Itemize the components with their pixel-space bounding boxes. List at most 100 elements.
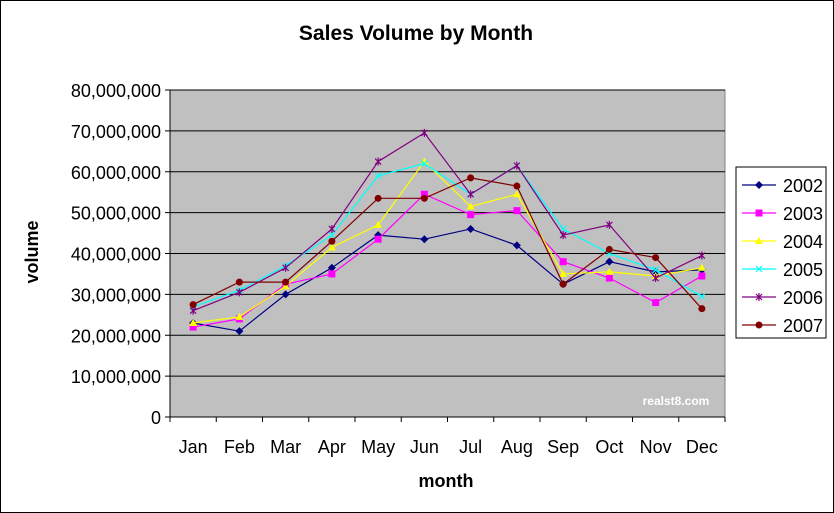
data-point (652, 299, 660, 307)
data-point (235, 288, 243, 297)
series-line (193, 193, 703, 328)
x-tick-label: Aug (501, 437, 533, 457)
legend-label: 2005 (783, 260, 823, 280)
data-point (281, 282, 290, 290)
legend-marker (755, 237, 763, 244)
data-point (420, 160, 428, 167)
data-point (559, 280, 567, 288)
data-point (327, 263, 336, 272)
data-point (513, 207, 521, 215)
data-point (698, 251, 706, 260)
data-point (559, 225, 567, 233)
data-point (512, 241, 521, 250)
data-point (327, 243, 336, 251)
x-tick-label: Jan (179, 437, 208, 457)
series-2006 (189, 128, 706, 315)
data-point (697, 263, 706, 271)
legend-label: 2006 (783, 288, 823, 308)
series-line (193, 160, 702, 324)
data-point (374, 235, 382, 243)
legend-label: 2007 (783, 316, 823, 336)
data-point (420, 190, 428, 198)
data-point (235, 312, 244, 320)
y-tick-label: 20,000,000 (71, 326, 161, 346)
legend (735, 166, 827, 339)
data-point (374, 194, 382, 202)
data-point (328, 237, 336, 245)
x-tick-label: Jul (459, 437, 482, 457)
y-axis-label: volume (22, 220, 42, 283)
legend-label: 2003 (783, 204, 823, 224)
data-point (282, 278, 290, 286)
data-point (512, 190, 521, 198)
x-tick-label: Jun (410, 437, 439, 457)
series-2007 (189, 174, 706, 313)
legend-marker (755, 265, 763, 273)
data-point (605, 257, 614, 266)
data-point (698, 305, 706, 313)
data-point (235, 278, 243, 286)
data-point (328, 224, 336, 233)
data-point (282, 263, 290, 272)
series-line (192, 177, 703, 310)
x-tick-label: May (361, 437, 395, 457)
data-point (698, 292, 706, 300)
data-point (189, 301, 197, 309)
series-line (192, 132, 703, 312)
data-point (559, 258, 567, 266)
data-point (559, 269, 568, 277)
legend-item: 2003 (742, 204, 823, 224)
x-tick-label: Apr (318, 437, 346, 457)
y-tick-label: 80,000,000 (71, 81, 161, 101)
legend-marker (755, 293, 763, 301)
data-point (698, 272, 706, 280)
data-point (652, 266, 660, 274)
y-tick-label: 50,000,000 (71, 204, 161, 224)
legend-item: 2002 (742, 176, 823, 196)
data-point (513, 182, 521, 190)
data-point (466, 202, 475, 210)
data-point (420, 128, 428, 137)
legend-marker (755, 321, 763, 329)
legend-item: 2006 (742, 288, 823, 308)
x-tick-label: Oct (595, 437, 623, 457)
data-point (189, 318, 198, 326)
y-tick-label: 0 (151, 408, 161, 428)
x-axis-label: month (419, 471, 474, 491)
data-point (235, 327, 244, 336)
y-tick-label: 60,000,000 (71, 163, 161, 183)
chart-title: Sales Volume by Month (299, 22, 533, 45)
data-point (374, 157, 382, 166)
series-2004 (189, 157, 706, 326)
data-point (420, 157, 429, 165)
legend-item: 2007 (742, 316, 823, 336)
legend-marker (755, 209, 763, 217)
data-point (652, 254, 660, 262)
y-tick-label: 40,000,000 (71, 245, 161, 265)
x-tick-label: Nov (640, 437, 672, 457)
legend-label: 2002 (783, 176, 823, 196)
data-point (652, 274, 660, 283)
series-line (192, 162, 703, 308)
data-point (467, 211, 475, 219)
data-point (189, 323, 197, 331)
data-point (559, 231, 567, 240)
legend-label: 2004 (783, 232, 823, 252)
legend-marker (755, 181, 763, 189)
data-point (374, 220, 383, 228)
data-point (328, 270, 336, 278)
x-tick-label: Feb (224, 437, 255, 457)
data-point (605, 220, 613, 229)
x-tick-label: Dec (686, 437, 718, 457)
data-point (605, 267, 614, 275)
data-point (281, 290, 290, 299)
legend-item: 2004 (742, 232, 823, 252)
data-point (605, 274, 613, 282)
data-point (467, 190, 475, 199)
x-tick-label: Mar (270, 437, 301, 457)
series-line (193, 228, 702, 332)
watermark: realst8.com (643, 394, 710, 408)
data-point (605, 245, 613, 253)
